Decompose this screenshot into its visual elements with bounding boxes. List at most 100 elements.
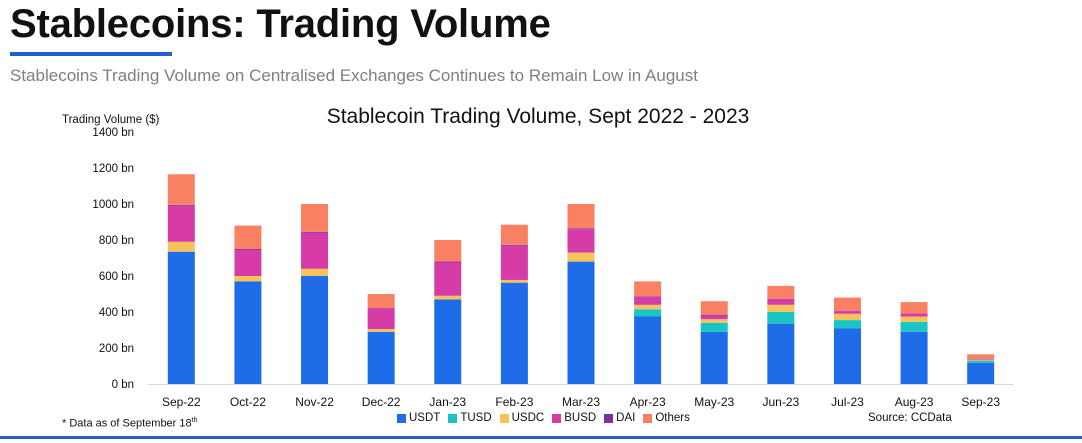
bar-segment-tusd bbox=[700, 322, 728, 332]
bar-segment-busd bbox=[767, 299, 795, 305]
x-tick-label: Feb-23 bbox=[495, 395, 533, 409]
bar-segment-usdc bbox=[434, 295, 462, 300]
bar-segment-busd bbox=[167, 205, 195, 242]
bar-segment-usdc bbox=[833, 313, 861, 321]
legend-swatch bbox=[604, 413, 614, 423]
bar-segment-usdt bbox=[301, 276, 329, 384]
bar-segment-dai bbox=[767, 298, 795, 300]
bar-segment-others bbox=[167, 174, 195, 205]
bar-segment-busd bbox=[500, 245, 528, 280]
bar-segment-usdt bbox=[434, 299, 462, 384]
y-tick-label: 0 bn bbox=[112, 379, 134, 391]
bar-segment-busd bbox=[567, 229, 595, 253]
legend-swatch bbox=[448, 413, 458, 423]
bar-segment-usdc bbox=[967, 359, 995, 361]
legend-swatch bbox=[397, 413, 406, 423]
bar-segment-usdt bbox=[967, 362, 995, 384]
x-tick-label: Nov-22 bbox=[295, 395, 334, 409]
bar-segment-busd bbox=[833, 311, 861, 314]
y-axis-label: Trading Volume ($) bbox=[62, 114, 160, 126]
bar-segment-tusd bbox=[967, 360, 995, 363]
legend-label: Others bbox=[655, 412, 690, 424]
bottom-rule bbox=[0, 436, 1082, 439]
chart-legend: USDT TUSD USDC BUSD DAI Others bbox=[397, 412, 690, 424]
bar-segment-usdt bbox=[900, 331, 928, 384]
y-tick-label: 200 bn bbox=[99, 343, 134, 355]
y-axis-ticks: 0 bn 200 bn 400 bn 600 bn 800 bn 1000 bn 1200 … bbox=[92, 127, 134, 391]
page-subtitle: Stablecoins Trading Volume on Centralise… bbox=[10, 66, 698, 85]
bar-segment-usdc bbox=[767, 304, 795, 312]
bar-segment-dai bbox=[700, 314, 728, 316]
y-tick-label: 800 bn bbox=[99, 235, 134, 247]
title-underline bbox=[10, 52, 172, 56]
bar-segment-usdc bbox=[500, 279, 528, 283]
legend-item-busd: BUSD bbox=[552, 412, 596, 424]
x-tick-label: Apr-23 bbox=[630, 395, 666, 409]
legend-item-others: Others bbox=[643, 412, 690, 424]
footnote-superscript: th bbox=[191, 417, 198, 424]
bar-segment-busd bbox=[634, 296, 662, 305]
page-title: Stablecoins: Trading Volume bbox=[10, 2, 551, 46]
bar-segment-usdc bbox=[167, 241, 195, 252]
y-tick-label: 400 bn bbox=[99, 307, 134, 319]
bar-segment-usdt bbox=[567, 261, 595, 384]
x-tick-label: Sep-23 bbox=[961, 395, 1000, 409]
bar-segment-busd bbox=[367, 308, 395, 330]
bar-segment-usdt bbox=[167, 251, 195, 384]
bar-segment-dai bbox=[234, 249, 262, 250]
source-note: Source: CCData bbox=[868, 412, 952, 424]
bar-segment-usdt bbox=[767, 323, 795, 384]
bar-segment-usdc bbox=[234, 276, 262, 282]
bar-segment-usdt bbox=[700, 331, 728, 384]
x-tick-label: Sep-22 bbox=[162, 395, 201, 409]
bar-segment-others bbox=[700, 301, 728, 315]
bar-segment-others bbox=[833, 297, 861, 311]
y-tick-label: 600 bn bbox=[99, 271, 134, 283]
bar-segment-busd bbox=[434, 262, 462, 296]
bar-segment-others bbox=[500, 224, 528, 245]
bar-segment-others bbox=[767, 285, 795, 299]
bar-segment-tusd bbox=[634, 309, 662, 317]
bar-segment-busd bbox=[234, 249, 262, 276]
bar-segment-usdc bbox=[900, 316, 928, 322]
x-tick-label: Oct-22 bbox=[230, 395, 266, 409]
x-axis-ticks: Sep-22 Oct-22 Nov-22 Dec-22 Jan-23 Feb-23 Mar-… bbox=[162, 395, 1000, 409]
bar-segment-busd bbox=[967, 359, 995, 360]
bars-group bbox=[167, 174, 995, 384]
legend-label: TUSD bbox=[460, 412, 492, 424]
legend-swatch bbox=[643, 413, 653, 423]
footnote-text: * Data as of September 18 bbox=[62, 417, 192, 430]
legend-label: USDC bbox=[511, 412, 545, 424]
x-tick-label: Dec-22 bbox=[362, 395, 401, 409]
footnote: * Data as of September 18th bbox=[62, 417, 197, 430]
y-tick-label: 1000 bn bbox=[92, 199, 134, 211]
bar-segment-others bbox=[567, 204, 595, 229]
bar-segment-tusd bbox=[767, 312, 795, 324]
bar-segment-others bbox=[634, 281, 662, 297]
bar-segment-busd bbox=[700, 315, 728, 320]
bar-segment-usdc bbox=[634, 304, 662, 310]
bar-segment-busd bbox=[301, 232, 329, 269]
x-tick-label: Jan-23 bbox=[429, 395, 466, 409]
bar-segment-usdc bbox=[700, 319, 728, 323]
bar-segment-busd bbox=[900, 313, 928, 317]
bar-segment-others bbox=[967, 354, 995, 359]
x-tick-label: May-23 bbox=[694, 395, 734, 409]
y-tick-label: 1200 bn bbox=[92, 163, 134, 175]
bar-segment-tusd bbox=[900, 321, 928, 332]
legend-label: BUSD bbox=[564, 412, 597, 424]
bar-segment-usdt bbox=[367, 331, 395, 384]
bar-segment-usdc bbox=[301, 268, 329, 276]
x-tick-label: Jun-23 bbox=[762, 395, 799, 409]
bar-segment-dai bbox=[167, 204, 195, 206]
x-tick-label: Mar-23 bbox=[562, 395, 600, 409]
bar-segment-tusd bbox=[833, 320, 861, 329]
bar-segment-usdt bbox=[634, 316, 662, 384]
bar-segment-usdt bbox=[234, 281, 262, 384]
bar-segment-usdc bbox=[567, 252, 595, 262]
bar-segment-others bbox=[900, 302, 928, 314]
legend-swatch bbox=[499, 413, 509, 423]
x-tick-label: Aug-23 bbox=[895, 395, 934, 409]
legend-item-usdc: USDC bbox=[499, 412, 545, 424]
bar-segment-others bbox=[434, 240, 462, 262]
